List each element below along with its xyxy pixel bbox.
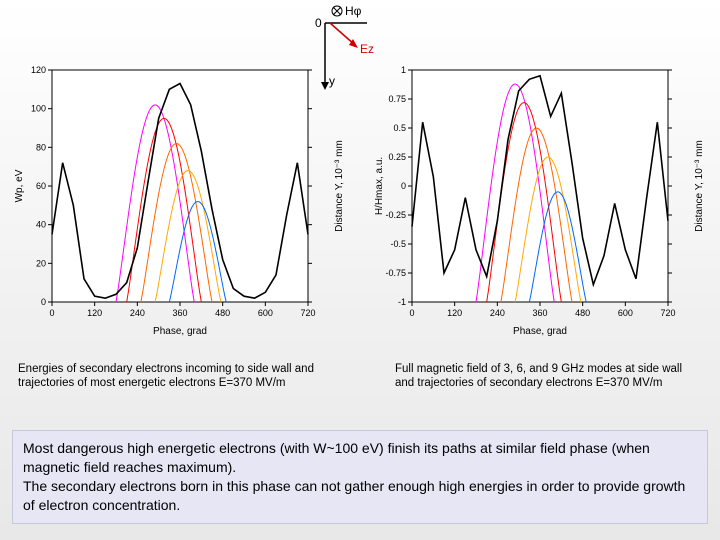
svg-text:720: 720 (660, 308, 675, 318)
svg-text:0: 0 (409, 308, 414, 318)
hphi-label: Hφ (345, 5, 362, 18)
svg-text:60: 60 (36, 181, 46, 191)
svg-text:Distance Y, 10⁻³ mm: Distance Y, 10⁻³ mm (694, 140, 705, 232)
magnetic-field-chart: 0 120 240 360 480 600 720 -1 -0.75 -0.5 -0.25 0 0.25… (370, 60, 710, 340)
svg-text:40: 40 (36, 220, 46, 230)
caption-left: Energies of secondary electrons incoming… (18, 362, 318, 391)
svg-text:H/Hmax, a.u.: H/Hmax, a.u. (374, 157, 385, 215)
svg-text:120: 120 (87, 308, 102, 318)
svg-text:360: 360 (532, 308, 547, 318)
svg-text:120: 120 (31, 65, 46, 75)
svg-text:0: 0 (401, 181, 406, 191)
svg-text:100: 100 (31, 104, 46, 114)
svg-text:240: 240 (490, 308, 505, 318)
conclusion-line2: The secondary electrons born in this pha… (23, 478, 685, 513)
svg-text:-1: -1 (398, 297, 406, 307)
svg-text:Wp, eV: Wp, eV (14, 169, 25, 202)
svg-text:Phase, grad: Phase, grad (513, 326, 567, 337)
svg-text:-0.5: -0.5 (390, 239, 406, 249)
origin-label: 0 (315, 16, 322, 30)
svg-text:0: 0 (49, 308, 54, 318)
conclusion-box: Most dangerous high energetic electrons … (12, 430, 708, 524)
svg-text:-0.75: -0.75 (385, 268, 406, 278)
energy-chart: 0 120 240 360 480 600 720 0 20 40 60 80 100 120 Phase,… (10, 60, 350, 340)
svg-text:360: 360 (172, 308, 187, 318)
conclusion-line1: Most dangerous high energetic electrons … (23, 440, 650, 475)
svg-text:20: 20 (36, 258, 46, 268)
ez-label: Ez (360, 42, 374, 56)
svg-text:1: 1 (401, 65, 406, 75)
svg-text:600: 600 (618, 308, 633, 318)
svg-text:480: 480 (575, 308, 590, 318)
svg-text:120: 120 (447, 308, 462, 318)
svg-text:0.5: 0.5 (393, 123, 406, 133)
caption-right: Full magnetic field of 3, 6, and 9 GHz m… (395, 362, 695, 391)
svg-text:0: 0 (41, 297, 46, 307)
svg-text:-0.25: -0.25 (385, 210, 406, 220)
svg-text:720: 720 (300, 308, 315, 318)
svg-text:600: 600 (258, 308, 273, 318)
svg-text:Phase, grad: Phase, grad (153, 326, 207, 337)
svg-text:0.25: 0.25 (388, 152, 406, 162)
svg-text:0.75: 0.75 (388, 94, 406, 104)
svg-text:240: 240 (130, 308, 145, 318)
svg-text:80: 80 (36, 142, 46, 152)
svg-text:480: 480 (215, 308, 230, 318)
svg-text:Distance Y, 10⁻³ mm: Distance Y, 10⁻³ mm (334, 140, 345, 232)
